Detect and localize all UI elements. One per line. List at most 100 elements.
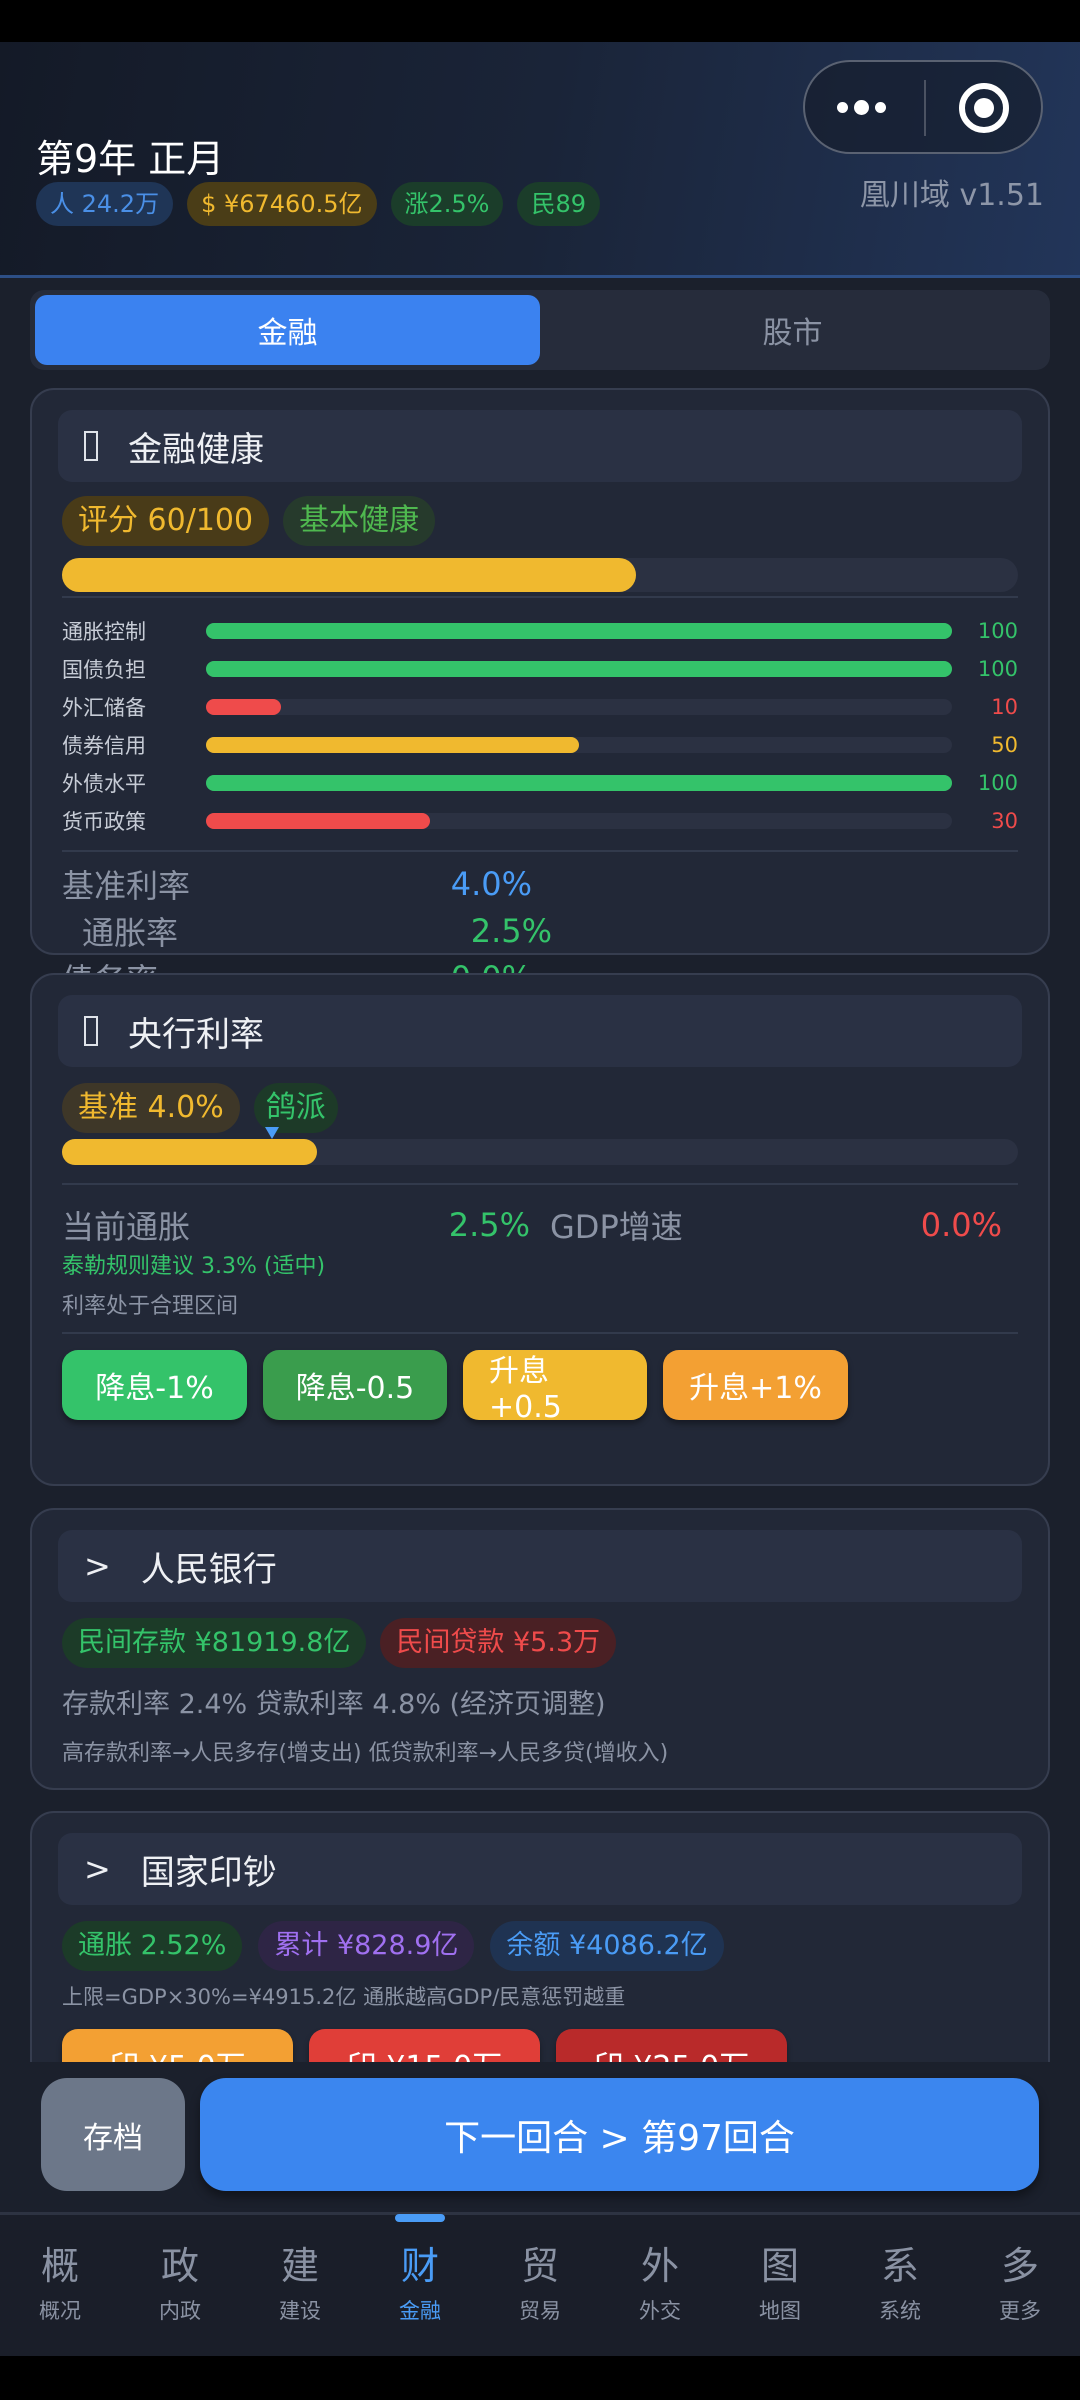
metric-bar (206, 661, 952, 677)
nav-icon: 多 (1000, 2244, 1039, 2288)
card-title: 人民银行 (140, 1549, 277, 1590)
nav-item-0[interactable]: 概概况 (0, 2215, 120, 2356)
next-turn-button[interactable]: 下一回合 > 第97回合 (200, 2078, 1039, 2191)
metric-value: 50 (991, 733, 1018, 757)
nav-icon: 财 (400, 2244, 439, 2288)
metric-row: 外债水平 100 (62, 764, 1018, 802)
nav-icon: 政 (160, 2244, 199, 2288)
close-target-icon[interactable] (959, 83, 1009, 133)
card-title: 金融健康 (128, 429, 264, 470)
nav-icon: 贸 (520, 2244, 559, 2288)
nav-item-5[interactable]: 外外交 (600, 2215, 720, 2356)
printed-total-badge: 累计 ¥828.9亿 (258, 1921, 475, 1971)
missing-glyph-icon (84, 431, 98, 461)
nav-label: 金融 (399, 2299, 441, 2323)
page-title: 第9年 正月 (36, 137, 225, 181)
population-chip: 人 24.2万 (36, 182, 174, 226)
nav-item-8[interactable]: 多更多 (960, 2215, 1080, 2356)
print-15-button[interactable]: 印 ¥15.0万 (309, 2029, 540, 2062)
nav-item-4[interactable]: 贸贸易 (480, 2215, 600, 2356)
stat-label: 通胀率 (82, 913, 179, 952)
card-header[interactable]: 金融健康 (58, 410, 1022, 482)
card-title: 央行利率 (128, 1014, 264, 1055)
balance-badge: 余额 ¥4086.2亿 (490, 1921, 724, 1971)
metric-row: 通胀控制 100 (62, 612, 1018, 650)
nav-icon: 图 (760, 2244, 799, 2288)
taylor-marker-icon (265, 1127, 280, 1139)
peoples-bank-header[interactable]: > 人民银行 (58, 1530, 1022, 1602)
nav-label: 系统 (879, 2299, 921, 2323)
nav-item-2[interactable]: 建建设 (240, 2215, 360, 2356)
metric-value: 30 (991, 809, 1018, 833)
range-note: 利率处于合理区间 (62, 1294, 239, 1319)
nav-item-6[interactable]: 图地图 (720, 2215, 840, 2356)
content-scroll[interactable]: 金融健康 评分 60/100 基本健康 通胀控制 100 国债负担 100 外汇储备 10… (0, 378, 1080, 2062)
approval-chip: 民89 (517, 182, 601, 226)
nav-label: 更多 (999, 2299, 1041, 2323)
metric-bar (206, 623, 952, 639)
metric-bar-fill (206, 737, 579, 753)
metric-bar-fill (206, 775, 952, 791)
metric-bar (206, 737, 952, 753)
card-title: 国家印钞 (140, 1852, 277, 1893)
chevron-right-icon: > (84, 1850, 111, 1888)
bottom-nav: 概概况政内政建建设财金融贸贸易外外交图地图系系统多更多 (0, 2212, 1080, 2356)
treasury-chip: $ ¥67460.5亿 (187, 182, 377, 226)
cut-rate-0.5-button[interactable]: 降息-0.5 (263, 1350, 447, 1420)
tab-bar: 金融 股市 (30, 290, 1050, 370)
inflation-chip: 涨2.5% (390, 182, 504, 226)
inflation-value: 2.5% (448, 1205, 530, 1244)
metric-bar-fill (206, 699, 281, 715)
score-bar (62, 558, 1018, 592)
nav-item-7[interactable]: 系系统 (840, 2215, 960, 2356)
metric-row: 国债负担 100 (62, 650, 1018, 688)
miniprogram-capsule (803, 60, 1043, 154)
metric-value: 100 (977, 771, 1018, 795)
cut-rate-1-button[interactable]: 降息-1% (62, 1350, 247, 1420)
nav-icon: 建 (280, 2244, 319, 2288)
stance-badge: 鸽派 (253, 1083, 338, 1133)
metric-label: 国债负担 (62, 658, 146, 682)
peoples-bank-card: > 人民银行 民间存款 ¥81919.8亿 民间贷款 ¥5.3万 存款利率 2.4… (30, 1508, 1050, 1790)
raise-rate-1-button[interactable]: 升息+1% (663, 1350, 848, 1420)
stat-value: 4.0% (450, 864, 532, 903)
status-bar (0, 0, 1080, 42)
metric-bar-fill (206, 661, 952, 677)
nav-item-3[interactable]: 财金融 (360, 2215, 480, 2356)
nav-item-1[interactable]: 政内政 (120, 2215, 240, 2356)
status-badge: 基本健康 (283, 496, 436, 546)
metric-row: 外汇储备 10 (62, 688, 1018, 726)
metric-label: 通胀控制 (62, 620, 146, 644)
save-button[interactable]: 存档 (41, 2078, 185, 2191)
loans-badge: 民间贷款 ¥5.3万 (380, 1618, 617, 1668)
base-rate-badge: 基准 4.0% (62, 1083, 240, 1133)
rate-bar (62, 1127, 1018, 1165)
gesture-bar (0, 2356, 1080, 2400)
metric-value: 10 (991, 695, 1018, 719)
card-header[interactable]: 央行利率 (58, 995, 1022, 1067)
inflation-label: 当前通胀 (62, 1207, 191, 1246)
raise-rate-0.5-button[interactable]: 升息+0.5 (463, 1350, 647, 1425)
gdp-label: GDP增速 (550, 1207, 683, 1246)
metric-value: 100 (977, 619, 1018, 643)
tab-finance[interactable]: 金融 (35, 295, 540, 365)
metric-row: 债券信用 50 (62, 726, 1018, 764)
tab-stock-market[interactable]: 股市 (762, 316, 823, 351)
metric-bar (206, 775, 952, 791)
print-25-button[interactable]: 印 ¥25.0万 (556, 2029, 787, 2062)
metric-bar-fill (206, 813, 430, 829)
gdp-value: 0.0% (920, 1205, 1002, 1244)
metric-label: 货币政策 (62, 810, 146, 834)
printing-inflation-badge: 通胀 2.52% (62, 1921, 243, 1971)
financial-health-card: 金融健康 评分 60/100 基本健康 通胀控制 100 国债负担 100 外汇储备 10… (30, 388, 1050, 1046)
missing-glyph-icon (84, 1016, 98, 1046)
print-5-button[interactable]: 印 ¥5.0万 (62, 2029, 293, 2062)
central-bank-rate-card: 央行利率 基准 4.0% 鸽派 当前通胀 2.5% GDP增速 0.0% 泰勒规则建… (30, 973, 1050, 1486)
more-icon[interactable] (837, 100, 886, 115)
money-printing-header[interactable]: > 国家印钞 (58, 1833, 1022, 1905)
chevron-right-icon: > (84, 1547, 111, 1585)
resource-chips: 人 24.2万 $ ¥67460.5亿 涨2.5% 民89 (36, 182, 601, 226)
nav-label: 概况 (39, 2299, 81, 2323)
metrics-list: 通胀控制 100 国债负担 100 外汇储备 10 债券信用 50 外债水平 100 货币政策 30 (62, 612, 1018, 840)
metric-label: 外债水平 (62, 772, 146, 796)
